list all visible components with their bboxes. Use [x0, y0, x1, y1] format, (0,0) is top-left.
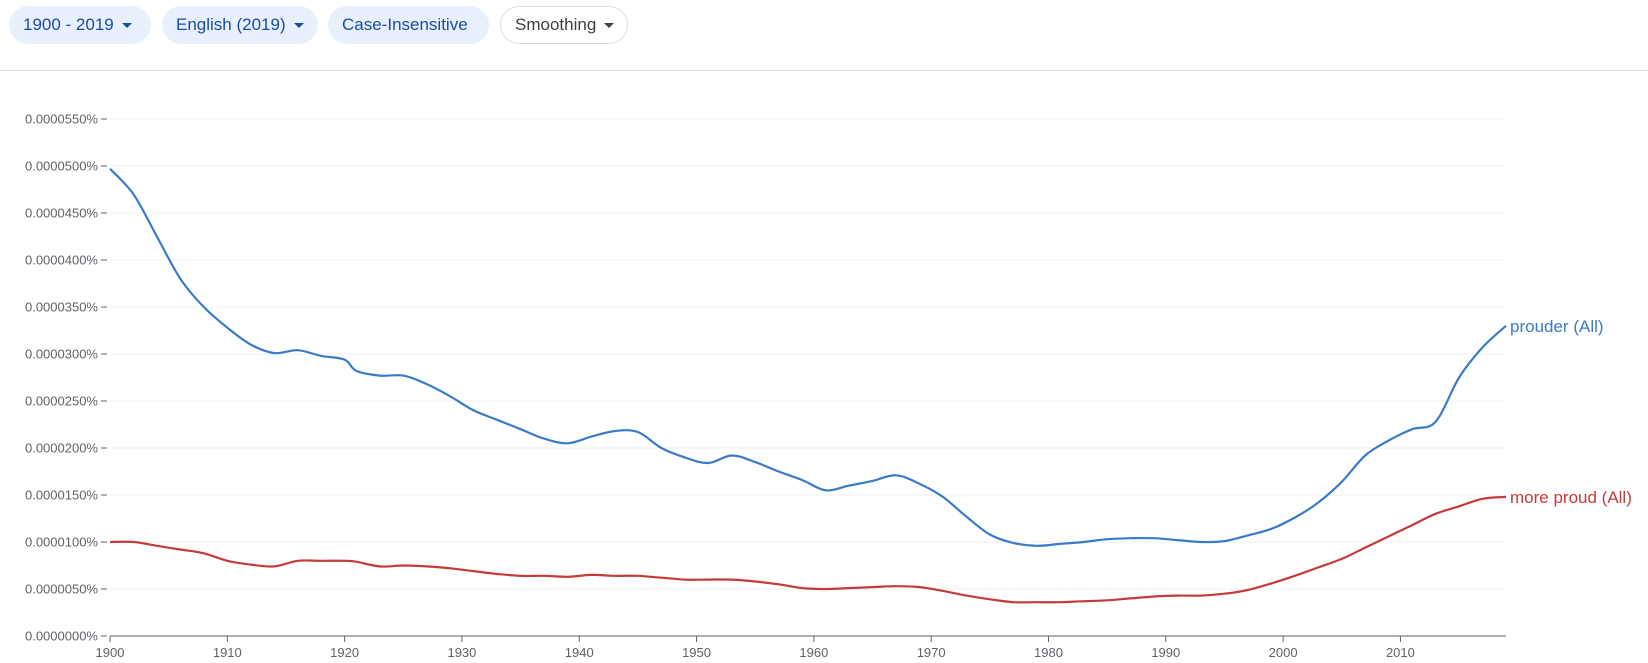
y-tick-label: 0.0000250%: [25, 394, 98, 409]
y-tick-label: 0.0000000%: [25, 629, 98, 644]
x-tick-label: 1970: [917, 645, 946, 660]
x-tick-label: 1910: [213, 645, 242, 660]
corpus-label: English (2019): [176, 15, 286, 34]
x-tick-label: 2010: [1386, 645, 1415, 660]
y-axis: 0.0000000% 0.0000050% 0.0000100% 0.0000150%…: [25, 112, 107, 644]
x-tick-label: 2000: [1269, 645, 1298, 660]
toolbar: 1900 - 2019 English (2019) Case-Insensit…: [0, 0, 1648, 71]
x-tick-label: 1950: [682, 645, 711, 660]
y-tick-label: 0.0000100%: [25, 535, 98, 550]
case-label: Case-Insensitive: [342, 15, 468, 34]
y-tick-label: 0.0000550%: [25, 112, 98, 127]
x-tick-label: 1900: [96, 645, 125, 660]
case-insensitive-toggle[interactable]: Case-Insensitive: [328, 6, 489, 44]
x-tick-label: 1920: [330, 645, 359, 660]
series-lines: [109, 168, 1507, 604]
y-tick-label: 0.0000500%: [25, 159, 98, 174]
y-tick-label: 0.0000400%: [25, 253, 98, 268]
x-tick-label: 1980: [1034, 645, 1063, 660]
series-line-1[interactable]: [109, 495, 1507, 604]
series-label-1[interactable]: more proud (All): [1510, 488, 1632, 507]
x-axis: 1900 1910 1920 1930 1940 1950 1960 1970 1980 1990…: [96, 635, 1506, 660]
year-range-label: 1900 - 2019: [23, 15, 114, 34]
smoothing-label: Smoothing: [515, 15, 597, 34]
chevron-down-icon: [293, 22, 304, 28]
y-tick-label: 0.0000200%: [25, 441, 98, 456]
chevron-down-icon: [121, 22, 132, 28]
grid: [110, 118, 1506, 590]
smoothing-dropdown[interactable]: Smoothing: [500, 6, 628, 44]
y-tick-label: 0.0000300%: [25, 347, 98, 362]
series-label-0[interactable]: prouder (All): [1510, 317, 1604, 336]
y-tick-label: 0.0000350%: [25, 300, 98, 315]
x-tick-label: 1960: [799, 645, 828, 660]
series-labels: prouder (All) more proud (All): [1510, 317, 1632, 507]
year-range-dropdown[interactable]: 1900 - 2019: [9, 6, 151, 44]
corpus-dropdown[interactable]: English (2019): [162, 6, 318, 44]
x-tick-label: 1990: [1151, 645, 1180, 660]
y-tick-label: 0.0000150%: [25, 488, 98, 503]
y-tick-label: 0.0000450%: [25, 206, 98, 221]
series-line-0[interactable]: [109, 168, 1507, 547]
x-tick-label: 1930: [447, 645, 476, 660]
x-tick-label: 1940: [565, 645, 594, 660]
y-tick-label: 0.0000050%: [25, 582, 98, 597]
chevron-down-icon: [604, 22, 615, 28]
